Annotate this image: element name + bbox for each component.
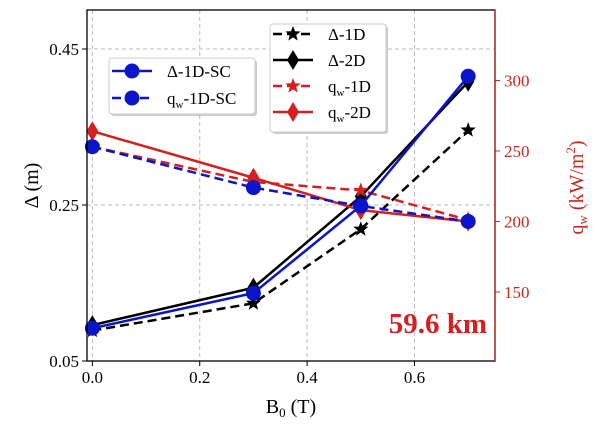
legend-marker bbox=[285, 26, 301, 41]
legend-label-main: q bbox=[328, 103, 337, 122]
y2-tick-label: 250 bbox=[504, 142, 530, 161]
x-tick-label: 0.6 bbox=[404, 368, 425, 387]
y2-tick-label: 300 bbox=[504, 71, 530, 90]
data-point bbox=[353, 182, 369, 197]
data-point bbox=[245, 285, 261, 301]
legend-label-main: Δ-1D-SC bbox=[167, 62, 231, 81]
legend-marker bbox=[287, 50, 299, 70]
legend-marker bbox=[124, 63, 140, 79]
x-axis-label-main: B bbox=[266, 396, 279, 418]
y2-tick-label: 200 bbox=[504, 212, 530, 231]
series-Δ-1D bbox=[84, 122, 476, 338]
data-point bbox=[460, 68, 476, 84]
data-point bbox=[245, 295, 261, 310]
data-point bbox=[353, 221, 369, 236]
legend-label-rest: -2D bbox=[344, 103, 370, 122]
y2-axis-label-sub: w bbox=[575, 215, 590, 225]
y-tick-label: 0.25 bbox=[49, 196, 79, 215]
y2-axis-label-end: ) bbox=[566, 140, 588, 147]
x-tick-label: 0.4 bbox=[296, 368, 318, 387]
series-line bbox=[92, 129, 470, 332]
y2-axis-label-rest: (kW/m bbox=[566, 153, 588, 215]
data-point bbox=[460, 122, 476, 137]
legend-box bbox=[269, 23, 387, 133]
x-axis-label: B0 (T) bbox=[266, 396, 316, 420]
data-point bbox=[84, 139, 100, 155]
x-axis-label-sub: 0 bbox=[279, 405, 286, 420]
x-axis-label-rest: (T) bbox=[286, 396, 317, 418]
series-Δ-1D-SC bbox=[84, 68, 476, 336]
legend-label: qw-2D bbox=[328, 103, 371, 125]
series-line bbox=[92, 130, 469, 223]
legend-upper-left: Δ-1D-SC qw-1D-SC bbox=[108, 57, 257, 116]
legend-label-rest: -1D-SC bbox=[183, 89, 236, 108]
legend-label: qw-1D bbox=[328, 77, 371, 99]
legend-label-rest: -1D bbox=[344, 77, 370, 96]
data-point bbox=[84, 320, 100, 336]
series-line bbox=[92, 145, 469, 223]
y2-axis-label: qw (kW/m2) bbox=[563, 140, 590, 234]
series-qw-1D bbox=[84, 138, 476, 227]
legend-label-main: q bbox=[328, 77, 337, 96]
y-axis-label: Δ (m) bbox=[21, 163, 43, 209]
legend-marker bbox=[287, 102, 299, 122]
series-line bbox=[92, 75, 470, 330]
y2-axis-label-main: q bbox=[566, 225, 588, 235]
legend-label: qw-1D-SC bbox=[167, 89, 236, 111]
legend-label-main: q bbox=[167, 89, 176, 108]
legend-marker bbox=[285, 78, 301, 93]
x-tick-label: 0.0 bbox=[82, 368, 103, 387]
data-point bbox=[353, 198, 369, 214]
data-point bbox=[245, 180, 261, 196]
series-line bbox=[92, 145, 469, 222]
legend-label: Δ-2D bbox=[328, 51, 365, 70]
legend-label-sub: w bbox=[337, 113, 345, 125]
x-tick-label: 0.2 bbox=[189, 368, 210, 387]
legend-label-main: Δ-2D bbox=[328, 51, 365, 70]
legend-label: Δ-1D-SC bbox=[167, 62, 231, 81]
y-tick-label: 0.05 bbox=[49, 352, 79, 371]
data-point bbox=[86, 121, 99, 142]
series-qw-1D-SC bbox=[84, 139, 476, 229]
legend-marker bbox=[124, 90, 140, 106]
legend-label: Δ-1D bbox=[328, 25, 365, 44]
legend-label-main: Δ-1D bbox=[328, 25, 365, 44]
data-point bbox=[460, 213, 476, 229]
y2-axis-label-sup: 2 bbox=[563, 147, 578, 154]
y-tick-label: 0.45 bbox=[49, 40, 79, 59]
altitude-annotation: 59.6 km bbox=[389, 308, 487, 340]
legend-label-sub: w bbox=[176, 99, 184, 111]
legend-label-sub: w bbox=[337, 87, 345, 99]
y2-tick-label: 150 bbox=[504, 283, 530, 302]
